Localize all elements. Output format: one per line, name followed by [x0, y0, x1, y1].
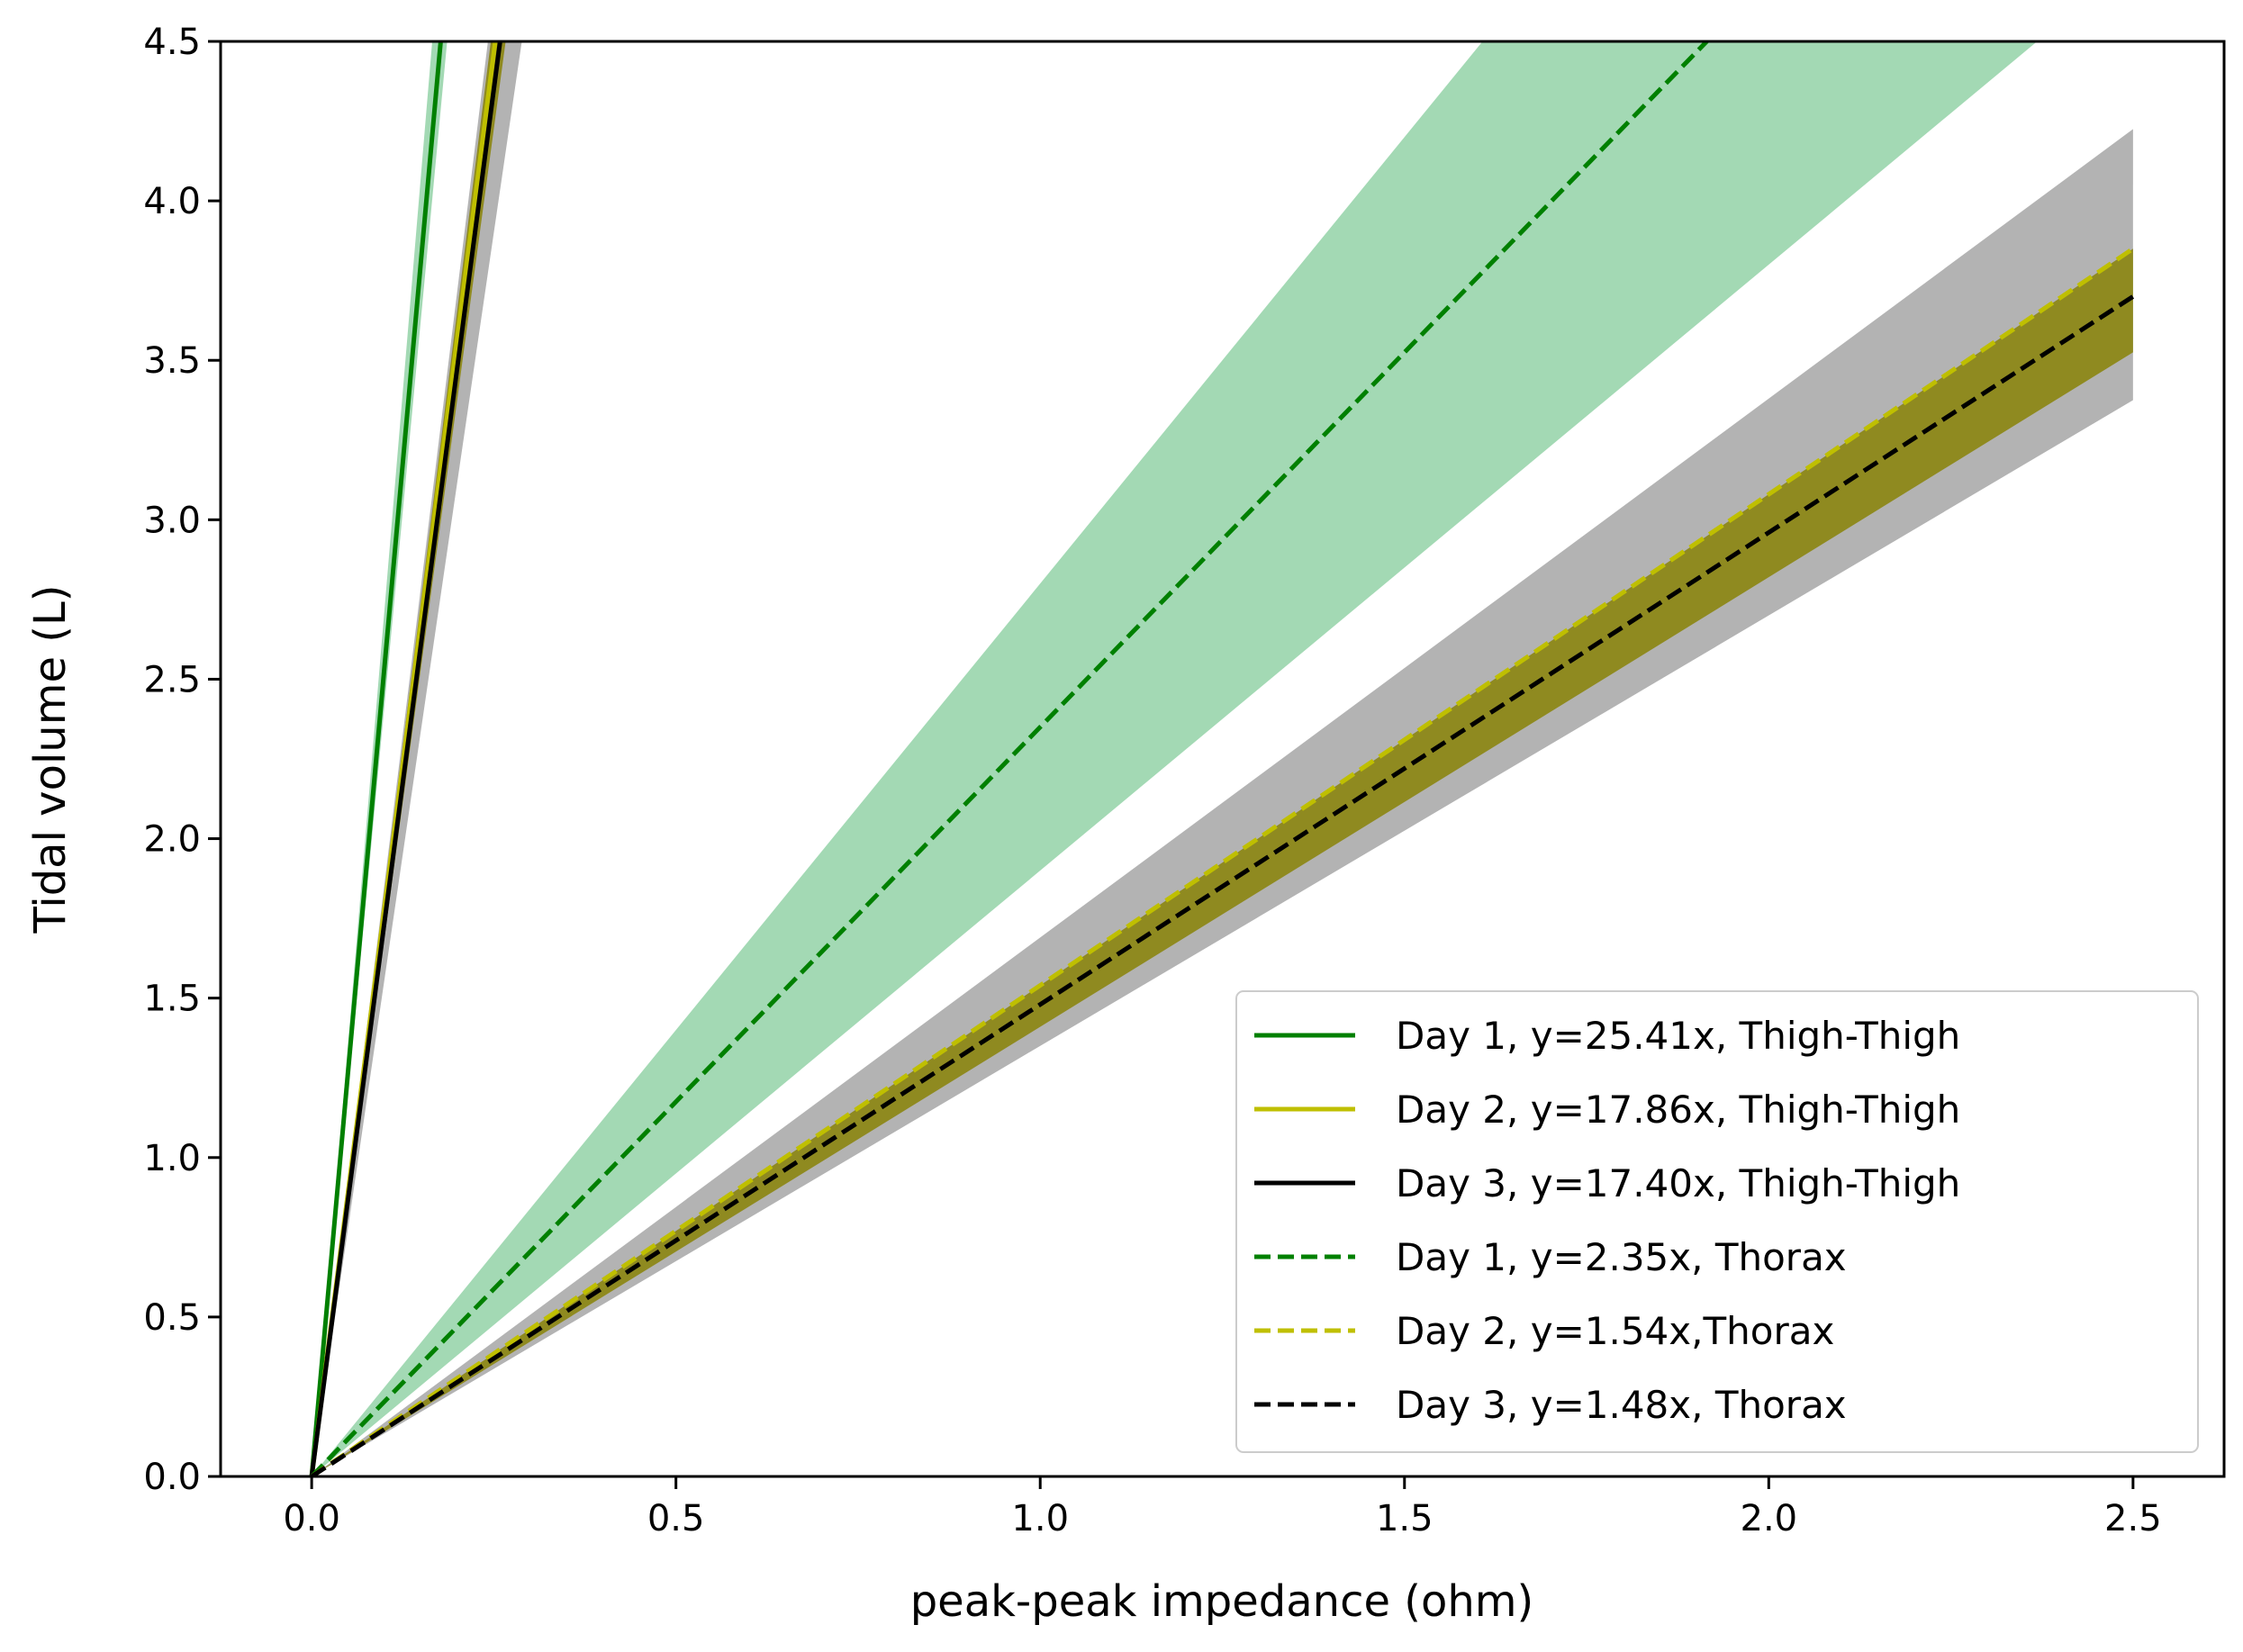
- legend-label-6: Day 3, y=1.48x, Thorax: [1396, 1383, 1847, 1427]
- legend-label-1: Day 1, y=25.41x, Thigh-Thigh: [1396, 1014, 1960, 1058]
- y-tick-label: 0.5: [143, 1297, 201, 1339]
- y-axis-ticks: 0.0 0.5 1.0 1.5 2.0 2.5 3.0 3.5 4.0 4.5: [143, 22, 221, 1498]
- legend: Day 1, y=25.41x, Thigh-Thigh Day 2, y=17.…: [1235, 990, 2199, 1453]
- x-tick-label: 2.5: [2104, 1498, 2162, 1539]
- series-line-6: [310, 294, 2135, 1476]
- legend-frame: [1235, 990, 2199, 1453]
- x-axis-label: peak-peak impedance (ohm): [910, 1576, 1534, 1627]
- y-tick-label: 2.5: [143, 659, 201, 700]
- x-axis-ticks: 0.0 0.5 1.0 1.5 2.0 2.5: [283, 1476, 2162, 1539]
- y-tick-label: 0.0: [143, 1457, 201, 1498]
- legend-label-4: Day 1, y=2.35x, Thorax: [1396, 1235, 1847, 1279]
- y-tick-label: 1.5: [143, 979, 201, 1020]
- y-tick-label: 4.0: [143, 181, 201, 222]
- y-tick-label: 3.0: [143, 500, 201, 541]
- legend-label-5: Day 2, y=1.54x,Thorax: [1396, 1309, 1834, 1353]
- series-line-4: [310, 41, 1710, 1476]
- regression-lines: [309, 41, 2135, 1476]
- confidence-band-6: [312, 129, 2133, 1476]
- y-tick-label: 1.0: [143, 1138, 201, 1179]
- legend-label-3: Day 3, y=17.40x, Thigh-Thigh: [1396, 1161, 1960, 1205]
- legend-label-2: Day 2, y=17.86x, Thigh-Thigh: [1396, 1088, 1960, 1132]
- x-tick-label: 0.0: [283, 1498, 340, 1539]
- x-tick-label: 0.5: [647, 1498, 705, 1539]
- series-line-5: [310, 247, 2135, 1476]
- confidence-band-3: [312, 41, 522, 1476]
- y-tick-label: 2.0: [143, 819, 201, 861]
- x-tick-label: 1.5: [1376, 1498, 1434, 1539]
- y-tick-label: 4.5: [143, 22, 201, 63]
- confidence-band-4: [312, 41, 2038, 1476]
- plot-frame: [219, 40, 2226, 1478]
- y-tick-label: 3.5: [143, 340, 201, 382]
- x-tick-label: 1.0: [1011, 1498, 1069, 1539]
- x-tick-label: 2.0: [1741, 1498, 1798, 1539]
- y-axis-label: Tidal volume (L): [25, 585, 76, 934]
